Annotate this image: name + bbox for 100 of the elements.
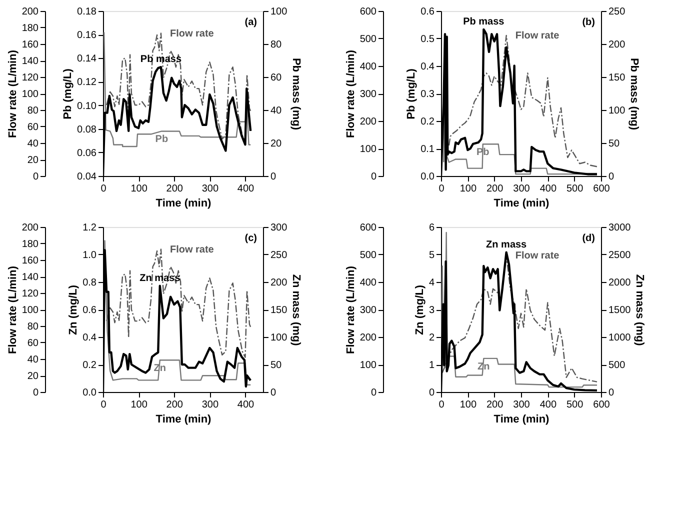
y2-tick-label: 100 <box>608 106 626 116</box>
y2-tick-label: 0 <box>608 388 614 398</box>
y2-tick-label: 150 <box>270 305 288 316</box>
y3-tick-label: 500 <box>360 34 377 45</box>
y3-tick-label: 80 <box>27 322 39 332</box>
y2-tick-label: 1000 <box>608 332 632 344</box>
y3-tick-label: 100 <box>360 144 377 155</box>
y2-tick-label: 200 <box>608 40 626 50</box>
y3-tick-label: 0 <box>32 388 39 398</box>
y-tick-label: 0.0 <box>420 172 435 182</box>
y2-tick-label: 250 <box>608 6 626 18</box>
x-tick-label: 100 <box>460 184 477 194</box>
y-tick-label: 0.14 <box>77 54 97 65</box>
x-tick-label: 100 <box>130 400 148 410</box>
y2-tick-label: 50 <box>270 360 282 371</box>
y2-tick-label: 0 <box>608 172 614 182</box>
x-tick-label: 100 <box>460 400 477 410</box>
y3-tick-label: 300 <box>360 89 377 100</box>
series-label: Flow rate <box>170 28 214 40</box>
y2-tick-label: 40 <box>270 106 282 116</box>
annotation: (d) <box>582 233 595 244</box>
y3-tick-label: 600 <box>360 222 377 234</box>
y-tick-label: 0.1 <box>420 144 435 155</box>
y-tick-label: 0.6 <box>420 6 435 18</box>
series-label: Flow rate <box>515 250 560 262</box>
y3-axis-title: Flow rate (L/min) <box>6 266 19 354</box>
x-tick-label: 0 <box>100 400 107 410</box>
y-tick-label: 0.06 <box>77 148 97 159</box>
x-tick-label: 500 <box>566 184 584 194</box>
y2-tick-label: 2500 <box>608 250 632 261</box>
y2-axis-title: Pb mass (mg) <box>290 58 302 130</box>
y3-tick-label: 300 <box>360 305 377 316</box>
y2-axis-title: Zn mass (mg) <box>290 274 302 346</box>
x-axis-title: Time (min) <box>494 198 550 210</box>
y-tick-label: 4 <box>428 278 435 288</box>
y-tick-label: 0.5 <box>420 34 435 45</box>
y2-tick-label: 2000 <box>608 278 632 288</box>
y-tick-label: 1.2 <box>82 222 97 234</box>
x-axis-title: Time (min) <box>156 414 212 426</box>
x-tick-label: 600 <box>593 400 610 410</box>
series-label: Flow rate <box>170 244 214 256</box>
y3-tick-label: 100 <box>22 305 39 316</box>
y3-tick-label: 100 <box>360 360 377 371</box>
annotation: (a) <box>244 17 257 28</box>
x-tick-label: 300 <box>202 184 219 194</box>
y-axis-title: Zn (mg/L) <box>68 284 80 336</box>
y3-tick-label: 160 <box>22 40 39 50</box>
x-tick-label: 200 <box>166 400 184 410</box>
y-tick-label: 0.6 <box>82 305 97 316</box>
x-tick-label: 200 <box>486 184 504 194</box>
annotation: (b) <box>582 17 595 28</box>
y3-tick-label: 120 <box>22 288 39 300</box>
y-axis-title: Zn (mg/L) <box>414 284 426 336</box>
y3-tick-label: 20 <box>27 155 39 166</box>
y-tick-label: 2 <box>428 332 435 344</box>
y-tick-label: 0 <box>428 388 435 398</box>
y3-tick-label: 200 <box>360 332 377 344</box>
x-tick-label: 500 <box>566 400 584 410</box>
y2-tick-label: 0 <box>270 172 276 182</box>
y3-tick-label: 400 <box>360 62 377 72</box>
y3-tick-label: 80 <box>27 106 39 116</box>
y2-tick-label: 250 <box>270 250 288 261</box>
y-tick-label: 0.3 <box>420 89 435 100</box>
y3-tick-label: 40 <box>27 138 39 150</box>
y3-tick-label: 0 <box>32 172 39 182</box>
x-tick-label: 300 <box>202 400 219 410</box>
x-axis-title: Time (min) <box>494 414 550 426</box>
y3-tick-label: 20 <box>27 371 39 382</box>
y-tick-label: 6 <box>428 222 435 234</box>
y-tick-label: 3 <box>428 305 435 316</box>
y3-tick-label: 200 <box>22 222 39 234</box>
y2-tick-label: 300 <box>270 222 288 234</box>
y2-tick-label: 100 <box>270 332 288 344</box>
y3-tick-label: 400 <box>360 278 377 288</box>
y3-tick-label: 160 <box>22 256 39 266</box>
x-tick-label: 200 <box>166 184 184 194</box>
x-tick-label: 0 <box>438 184 445 194</box>
y2-tick-label: 150 <box>608 72 626 84</box>
y2-tick-label: 3000 <box>608 222 632 234</box>
y2-tick-label: 100 <box>270 6 288 18</box>
x-tick-label: 0 <box>100 184 107 194</box>
y-tick-label: 0.4 <box>420 62 435 72</box>
y3-tick-label: 60 <box>27 338 39 349</box>
y-tick-label: 0.4 <box>82 332 97 344</box>
y-axis-title: Pb (mg/L) <box>62 68 74 120</box>
y-tick-label: 0.2 <box>82 360 97 371</box>
y3-tick-label: 0 <box>370 172 377 182</box>
y3-axis-title: Flow rate (L/min) <box>6 50 19 138</box>
series-label: Flow rate <box>515 30 560 42</box>
y3-axis-title: Flow rate (L/min) <box>344 50 357 138</box>
y-tick-label: 0.16 <box>77 30 97 42</box>
series-label: Pb <box>155 134 168 146</box>
y2-tick-label: 0 <box>270 388 276 398</box>
x-tick-label: 100 <box>130 184 148 194</box>
y2-axis-title: Zn mass (mg) <box>634 274 646 346</box>
y3-tick-label: 40 <box>27 354 39 366</box>
y3-tick-label: 600 <box>360 6 377 18</box>
y3-tick-label: 140 <box>22 56 39 67</box>
x-tick-label: 400 <box>540 184 557 194</box>
x-tick-label: 400 <box>237 400 254 410</box>
